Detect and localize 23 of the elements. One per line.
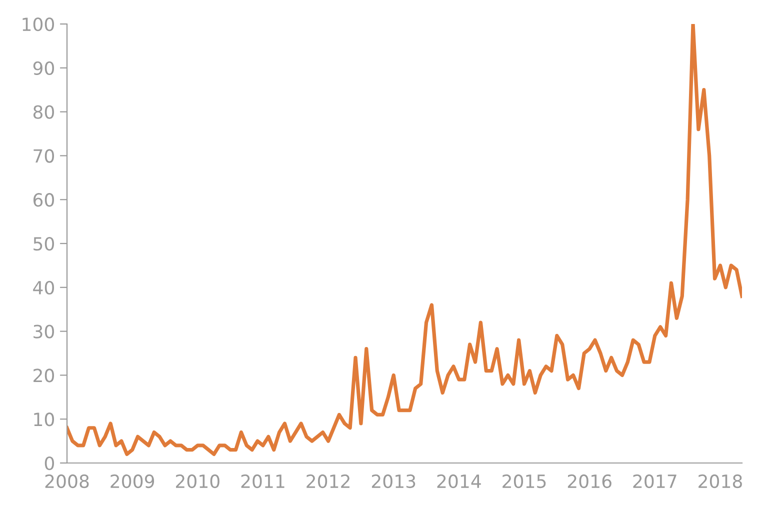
y-tick-label: 40: [33, 280, 54, 295]
x-tick-label: 2011: [241, 474, 284, 488]
x-tick-label: 2017: [633, 474, 676, 488]
y-tick-label: 60: [33, 193, 54, 207]
x-tick-label: 2013: [372, 474, 416, 488]
line-series: [67, 24, 742, 456]
y-tick-label: 20: [34, 368, 54, 382]
y-tick-label: 0: [44, 456, 54, 470]
x-tick-label: 2018: [698, 474, 742, 488]
x-tick-label: 2015: [502, 474, 546, 488]
y-tick-label: 30: [34, 324, 54, 338]
y-tick-label: 90: [33, 61, 54, 76]
y-tick-label: 80: [33, 105, 54, 119]
y-tick-label: 50: [34, 236, 54, 251]
y-tick-label: 70: [34, 149, 54, 163]
x-tick-label: 2012: [306, 474, 350, 488]
y-tick-label: 100: [22, 17, 54, 32]
x-tick-label: 2008: [45, 474, 89, 488]
x-tick-label: 2010: [176, 474, 220, 488]
y-tick-label: 10: [34, 412, 54, 426]
x-tick-label: 2014: [437, 474, 481, 488]
x-tick-label: 2016: [568, 474, 612, 488]
x-tick-label: 2009: [110, 474, 154, 488]
